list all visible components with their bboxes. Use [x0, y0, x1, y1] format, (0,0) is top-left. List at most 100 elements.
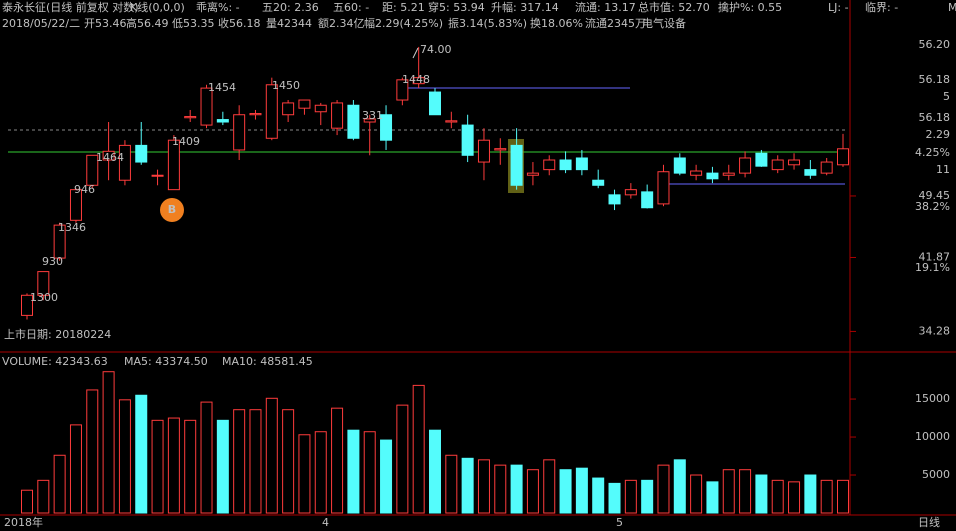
subtitle-item: 收56.18	[218, 16, 261, 30]
header-item: 穿5: 53.94	[428, 0, 485, 14]
header-item: LJ: -	[828, 1, 849, 14]
volume-bar	[282, 409, 295, 514]
volume-bar	[102, 371, 115, 514]
candle-body	[673, 157, 686, 174]
y-tick-label: 10000	[915, 430, 950, 443]
header-item: 距: 5.21	[382, 1, 425, 14]
volume-bar	[608, 482, 621, 514]
candle-body	[445, 120, 458, 123]
volume-bar	[592, 477, 605, 514]
candle-body	[135, 144, 148, 163]
volume-bar	[445, 454, 458, 514]
annotation: 1448	[402, 73, 430, 86]
candle-body	[265, 84, 278, 139]
subtitle-item: 流通2345万	[585, 16, 646, 30]
candle-body	[282, 102, 295, 116]
volume-bar	[21, 489, 33, 514]
subtitle-item: 高56.49	[126, 16, 169, 30]
volume-bar	[86, 389, 99, 514]
volume-bar	[167, 417, 180, 514]
volume-bar	[135, 394, 148, 514]
volume-bar	[363, 431, 376, 514]
header-item: 五60: -	[333, 1, 369, 14]
volume-bar	[396, 404, 409, 514]
volume-bar	[429, 429, 441, 514]
volume-bar	[477, 459, 490, 514]
volume-header: MA10: 48581.45	[222, 355, 313, 368]
candle-body	[592, 179, 605, 186]
candle-body	[249, 113, 262, 116]
candle-body	[118, 144, 131, 181]
header-item: 乖离%: -	[196, 0, 240, 14]
candle-body	[86, 154, 99, 186]
subtitle-item: 量42344	[266, 17, 312, 30]
candle-body	[657, 171, 670, 205]
volume-bar	[543, 459, 556, 514]
candle-body	[363, 118, 376, 123]
candle-body	[837, 148, 849, 166]
x-label: 日线	[918, 515, 940, 529]
subtitle-item: 换18.06%	[530, 16, 583, 30]
volume-bar	[412, 384, 425, 514]
volume-bar	[118, 399, 131, 514]
annotation: B	[168, 203, 176, 216]
volume-bar	[265, 397, 278, 514]
annotation: 1464	[96, 151, 124, 164]
candle-body	[771, 159, 784, 171]
buy-marker	[160, 198, 184, 222]
candle-body	[314, 104, 327, 113]
candle-body	[233, 114, 246, 151]
volume-bar	[755, 474, 768, 514]
candle-body	[331, 102, 344, 129]
candle-body	[167, 139, 180, 191]
candle-body	[298, 99, 311, 109]
volume-bar	[200, 401, 213, 514]
annotation: 74.00	[420, 43, 452, 56]
volume-bar	[314, 431, 327, 514]
annotation: 946	[74, 183, 95, 196]
candle-body	[184, 116, 197, 119]
annotation: 1454	[208, 81, 236, 94]
candle-body	[37, 271, 50, 296]
header-item: M	[948, 1, 956, 14]
volume-bar	[461, 457, 474, 514]
candle-body	[216, 119, 229, 123]
subtitle-item: 开53.46	[84, 17, 127, 30]
candle-body	[510, 144, 523, 186]
y-tick-label: 5000	[922, 468, 950, 481]
candle-body	[706, 172, 719, 180]
annotation: 1346	[58, 221, 86, 234]
candle-body	[788, 159, 801, 166]
volume-bar	[706, 481, 719, 514]
volume-bar	[37, 479, 50, 514]
subtitle-item: 低53.35	[172, 17, 215, 30]
x-label: 4	[322, 516, 329, 529]
volume-bar	[53, 454, 66, 514]
volume-header: MA5: 43374.50	[124, 355, 208, 368]
volume-bar	[347, 429, 360, 514]
side-label: 38.2%	[915, 200, 950, 213]
volume-bar	[216, 419, 229, 514]
candle-body	[575, 157, 588, 171]
volume-bar	[331, 407, 344, 514]
candle-body	[102, 150, 115, 161]
side-label: 19.1%	[915, 261, 950, 274]
y-tick-label: 34.28	[919, 324, 951, 337]
subtitle-item: 振3.14(5.83%)	[448, 16, 527, 30]
side-label: 11	[936, 163, 950, 176]
leader-line	[412, 47, 419, 59]
candle-body	[543, 159, 556, 171]
candle-body	[429, 91, 441, 116]
annotation: 930	[42, 255, 63, 268]
volume-bar	[837, 479, 849, 514]
subtitle-item: 电气设备	[642, 16, 686, 30]
candle-body	[477, 139, 490, 163]
subtitle-item: 额2.34亿	[318, 17, 365, 30]
candle-body	[641, 191, 654, 209]
volume-bar	[380, 439, 393, 514]
candle-body	[804, 169, 817, 176]
volume-bar	[624, 479, 637, 514]
volume-bar	[559, 469, 572, 514]
candle-body	[690, 170, 703, 176]
candle-body	[412, 77, 425, 85]
